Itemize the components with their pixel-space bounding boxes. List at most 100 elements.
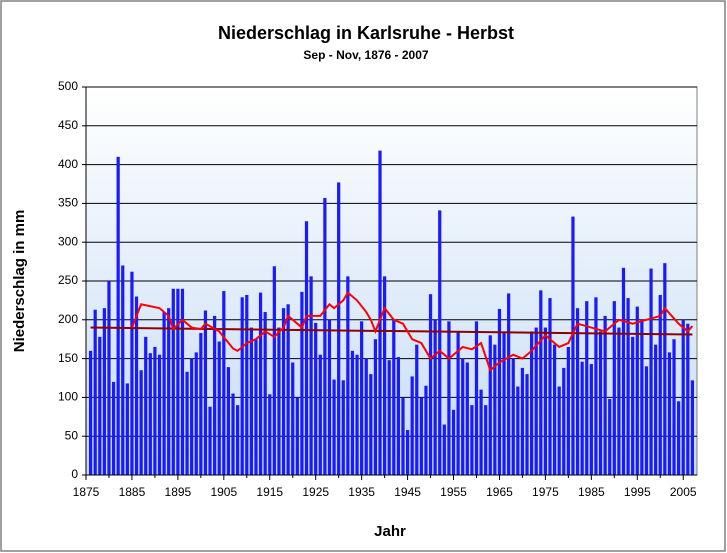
bar — [686, 323, 690, 475]
x-tick-label: 1915 — [256, 485, 283, 499]
x-tick-label: 1885 — [119, 485, 146, 499]
bar — [277, 327, 281, 475]
bar — [543, 327, 548, 475]
bar — [451, 409, 456, 475]
x-tick-label: 1985 — [578, 485, 605, 499]
y-tick-label: 350 — [58, 196, 78, 210]
bar — [190, 358, 194, 475]
x-tick-label: 1895 — [165, 485, 192, 499]
bar — [327, 319, 332, 475]
bar — [213, 315, 217, 475]
bar — [383, 276, 387, 475]
bar — [295, 397, 299, 475]
bar — [134, 296, 139, 475]
x-tick-label: 2005 — [670, 485, 697, 499]
bar — [130, 271, 134, 475]
bar — [235, 405, 240, 475]
bar — [304, 221, 309, 475]
bar — [300, 291, 304, 475]
x-tick-label: 1965 — [486, 485, 513, 499]
bar — [608, 398, 612, 475]
bar — [254, 339, 258, 475]
x-tick-label: 1935 — [348, 485, 375, 499]
bar — [355, 354, 359, 475]
bar — [176, 288, 180, 475]
bar — [125, 383, 129, 475]
bar — [566, 346, 570, 475]
bar — [484, 405, 488, 475]
bar — [562, 367, 566, 475]
bar — [208, 406, 212, 475]
trend-line — [90, 326, 693, 336]
x-tick-label: 1995 — [624, 485, 651, 499]
bar — [598, 331, 603, 475]
bar — [93, 309, 97, 475]
bar — [364, 358, 368, 475]
bar — [309, 276, 313, 475]
bar — [373, 339, 378, 475]
bar — [157, 354, 162, 475]
bar — [387, 360, 391, 475]
bar — [631, 336, 635, 475]
bar — [240, 297, 244, 475]
bar — [217, 341, 221, 475]
bar — [461, 358, 465, 475]
bar — [415, 344, 419, 475]
bar — [511, 358, 515, 475]
bar — [281, 308, 286, 475]
bar — [98, 336, 102, 475]
y-tick-label: 150 — [58, 351, 78, 365]
bar — [677, 401, 681, 475]
bar — [493, 344, 497, 475]
bar — [116, 156, 120, 475]
bar — [470, 405, 474, 475]
bar — [121, 265, 125, 475]
bar — [626, 298, 630, 475]
bar — [369, 374, 373, 475]
bar — [185, 371, 189, 475]
bar — [589, 364, 593, 475]
bar — [88, 350, 93, 475]
bar — [194, 352, 198, 475]
bar — [575, 308, 580, 475]
y-tick-label: 0 — [71, 467, 78, 481]
y-tick-label: 50 — [65, 428, 79, 442]
bar — [401, 397, 405, 475]
bar — [162, 312, 166, 475]
bar — [153, 346, 157, 475]
bar — [148, 353, 152, 475]
bar — [263, 312, 267, 475]
bar — [640, 319, 644, 475]
bar — [272, 266, 276, 475]
bar — [621, 267, 626, 475]
bar — [245, 294, 249, 475]
bar — [346, 276, 350, 475]
x-tick-label: 1925 — [302, 485, 329, 499]
bar — [603, 315, 607, 475]
bar — [226, 367, 231, 475]
bar — [456, 331, 460, 475]
bar — [410, 376, 414, 475]
bar — [291, 362, 295, 475]
bar — [341, 380, 345, 475]
bar — [465, 362, 469, 475]
bar — [438, 210, 442, 475]
x-tick-label: 1905 — [210, 485, 237, 499]
bar — [424, 385, 428, 475]
y-tick-label: 300 — [58, 234, 78, 248]
bar — [442, 424, 446, 475]
bar — [635, 306, 639, 475]
y-tick-label: 450 — [58, 118, 78, 132]
bar — [534, 327, 538, 475]
moving-average — [131, 291, 694, 372]
bar — [268, 394, 272, 475]
bar — [107, 281, 111, 475]
bar — [617, 327, 621, 475]
bar — [139, 370, 143, 475]
x-tick-label: 1975 — [532, 485, 559, 499]
x-tick-label: 1955 — [440, 485, 467, 499]
bar — [396, 357, 400, 475]
bar — [203, 310, 208, 475]
bar — [479, 389, 483, 475]
y-tick-label: 500 — [58, 79, 78, 93]
